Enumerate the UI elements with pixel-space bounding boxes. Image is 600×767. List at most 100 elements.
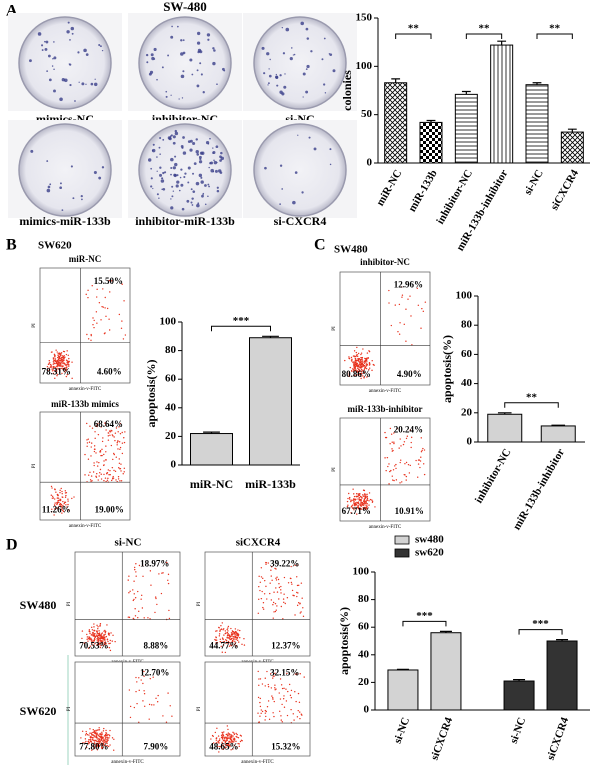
flow-event (104, 459, 107, 461)
colony (156, 193, 159, 196)
flow-event (109, 649, 112, 652)
flow-event (346, 505, 349, 508)
flow-event (93, 464, 95, 467)
flow-event (106, 744, 108, 747)
flow-event (365, 358, 367, 361)
flow-event (142, 575, 144, 578)
flow-event (124, 334, 127, 336)
colony (59, 186, 63, 190)
flow-event (223, 739, 225, 742)
flow-event (128, 616, 131, 619)
colony (67, 21, 70, 24)
flow-event (88, 441, 91, 443)
flow-event (392, 479, 394, 481)
flow-event (368, 350, 370, 352)
colony (70, 26, 75, 31)
flow-event (364, 493, 366, 495)
flow-event (98, 302, 101, 304)
flow-event (407, 463, 410, 466)
flow-event (299, 602, 301, 604)
flow-event (136, 681, 138, 683)
flow-event (348, 492, 350, 495)
flow-event (236, 733, 238, 736)
colony (202, 194, 204, 196)
colony (171, 25, 173, 28)
flow-event (424, 301, 427, 303)
significance-bracket (536, 33, 573, 39)
flow-event (114, 640, 116, 643)
flow-event (67, 500, 69, 502)
x-tick-label: siCXCR4 (548, 167, 581, 212)
colony (174, 155, 177, 158)
flow-event (220, 744, 223, 746)
flow-event (136, 702, 138, 705)
flow-event (229, 635, 232, 637)
flow-event (93, 326, 95, 329)
flow-event (359, 370, 361, 373)
flow-event (73, 496, 75, 498)
flow-event (357, 502, 360, 505)
flow-event (97, 423, 99, 425)
y-tick-label: 0 (467, 436, 473, 448)
flow-event (56, 373, 59, 376)
flow-event (348, 496, 351, 499)
flow-event (362, 365, 364, 367)
colony (202, 91, 205, 94)
colony (170, 206, 174, 210)
flow-event (369, 498, 372, 501)
colony (162, 138, 165, 141)
flow-event (115, 456, 117, 458)
flow-event (81, 637, 83, 640)
x-tick-label: si-NC (508, 716, 528, 745)
flow-event (128, 575, 130, 577)
flow-event (357, 352, 360, 355)
flow-event (63, 501, 66, 504)
flow-event (148, 718, 150, 720)
flow-event (282, 618, 284, 620)
colony (81, 82, 85, 86)
flow-event (143, 675, 145, 678)
flow-event (357, 360, 360, 362)
flow-event (60, 487, 62, 490)
flow-event (360, 502, 362, 505)
flow-event (388, 302, 390, 304)
colony (80, 194, 83, 198)
x-tick-label: inhibitor-NC (434, 168, 475, 227)
flow-event (56, 507, 58, 509)
colony (196, 69, 199, 72)
flow-event (93, 629, 96, 632)
colony (46, 70, 49, 72)
flow-event (257, 612, 260, 614)
flow-event (366, 508, 368, 510)
flow-event (87, 638, 89, 640)
colony (49, 183, 52, 186)
flow-event (219, 629, 221, 631)
flow-event (102, 639, 104, 641)
colony (174, 129, 178, 133)
flow-event (154, 611, 156, 614)
flow-event (98, 633, 101, 636)
flow-event (102, 737, 104, 739)
flow-event (94, 633, 96, 635)
flow-event (84, 453, 86, 456)
flow-event (61, 512, 63, 514)
colony (162, 187, 166, 191)
colony (279, 203, 281, 205)
flow-event (279, 678, 282, 680)
flow-event (395, 463, 397, 466)
flow-event (120, 470, 122, 472)
flow-event (97, 640, 100, 643)
flow-event (162, 572, 164, 574)
flow-event (96, 296, 98, 298)
flow-event (110, 429, 112, 432)
flow-event (358, 374, 360, 376)
colony (44, 40, 46, 43)
colony (207, 143, 210, 145)
flow-event (261, 683, 264, 685)
flow-event (108, 737, 110, 739)
flow-event (261, 590, 263, 593)
flow-event (54, 356, 56, 358)
quadrant-value: 15.32% (271, 742, 300, 752)
flow-event (224, 630, 227, 632)
flow-event (96, 322, 98, 324)
